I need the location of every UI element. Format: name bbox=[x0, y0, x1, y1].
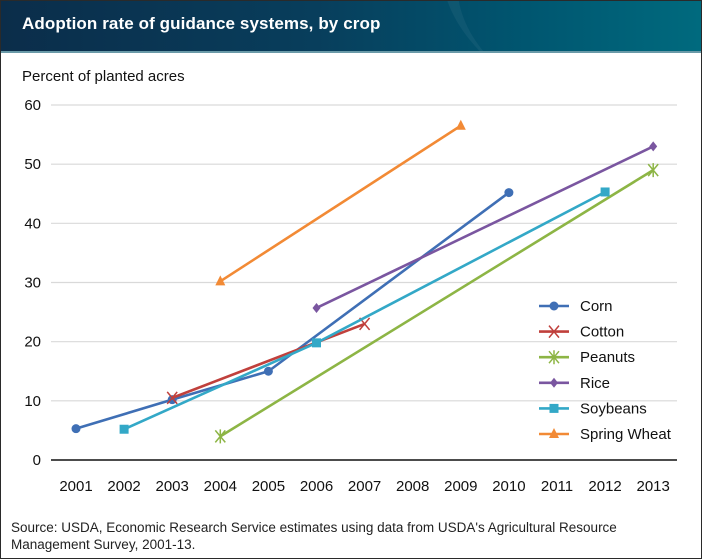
legend-marker-soybeans bbox=[549, 403, 559, 413]
data-point-corn bbox=[71, 424, 81, 434]
x-tick-label: 2001 bbox=[59, 478, 92, 495]
x-tick-label: 2010 bbox=[492, 478, 525, 495]
data-point-peanuts bbox=[214, 429, 226, 444]
data-point-soybeans bbox=[119, 424, 129, 434]
x-tick-label: 2009 bbox=[444, 478, 477, 495]
x-tick-label: 2002 bbox=[107, 478, 140, 495]
x-tick-label: 2003 bbox=[156, 478, 189, 495]
legend-marker-peanuts bbox=[548, 350, 560, 365]
data-point-spring-wheat bbox=[215, 275, 226, 286]
x-tick-label: 2007 bbox=[348, 478, 381, 495]
source-note: Source: USDA, Economic Research Service … bbox=[11, 520, 617, 552]
data-point-soybeans bbox=[600, 187, 610, 197]
data-point-soybeans bbox=[312, 338, 321, 348]
series-line-peanuts bbox=[219, 168, 654, 438]
x-tick-label: 2004 bbox=[204, 478, 237, 495]
x-tick-label: 2012 bbox=[588, 478, 621, 495]
chart-title: Adoption rate of guidance systems, by cr… bbox=[22, 14, 381, 33]
legend-marker-cotton bbox=[548, 325, 560, 339]
y-tick-label: 20 bbox=[24, 334, 41, 351]
y-tick-label: 40 bbox=[24, 215, 41, 232]
legend-label-soybeans: Soybeans bbox=[580, 400, 647, 417]
y-tick-label: 30 bbox=[24, 275, 41, 292]
x-tick-label: 2005 bbox=[252, 478, 285, 495]
y-tick-label: 10 bbox=[24, 393, 41, 410]
data-point-peanuts bbox=[647, 163, 659, 178]
y-tick-label: 50 bbox=[24, 156, 41, 173]
data-point-spring-wheat bbox=[455, 119, 466, 130]
x-tick-label: 2013 bbox=[637, 478, 670, 495]
data-point-cotton bbox=[166, 391, 178, 405]
legend-label-cotton: Cotton bbox=[580, 324, 624, 341]
legend-marker-rice bbox=[550, 377, 558, 388]
legend-label-spring-wheat: Spring Wheat bbox=[580, 426, 672, 443]
chart-header: Adoption rate of guidance systems, by cr… bbox=[1, 1, 701, 53]
series-line-cotton bbox=[171, 322, 366, 400]
data-point-rice bbox=[649, 141, 658, 152]
x-tick-label: 2008 bbox=[396, 478, 429, 495]
data-point-corn bbox=[504, 188, 514, 198]
x-tick-label: 2006 bbox=[300, 478, 333, 495]
series-line-spring-wheat bbox=[219, 124, 462, 283]
x-tick-label: 2011 bbox=[541, 478, 573, 495]
data-point-rice bbox=[312, 302, 321, 313]
series-line-rice bbox=[315, 145, 654, 310]
legend-label-corn: Corn bbox=[580, 298, 613, 315]
legend-label-peanuts: Peanuts bbox=[580, 349, 635, 366]
legend-marker-spring-wheat bbox=[549, 428, 559, 438]
legend-marker-corn bbox=[549, 301, 559, 311]
legend-label-rice: Rice bbox=[580, 375, 610, 392]
y-tick-label: 0 bbox=[33, 452, 41, 469]
y-tick-label: 60 bbox=[24, 97, 41, 114]
y-axis-title: Percent of planted acres bbox=[22, 68, 185, 85]
data-point-corn bbox=[263, 366, 273, 376]
